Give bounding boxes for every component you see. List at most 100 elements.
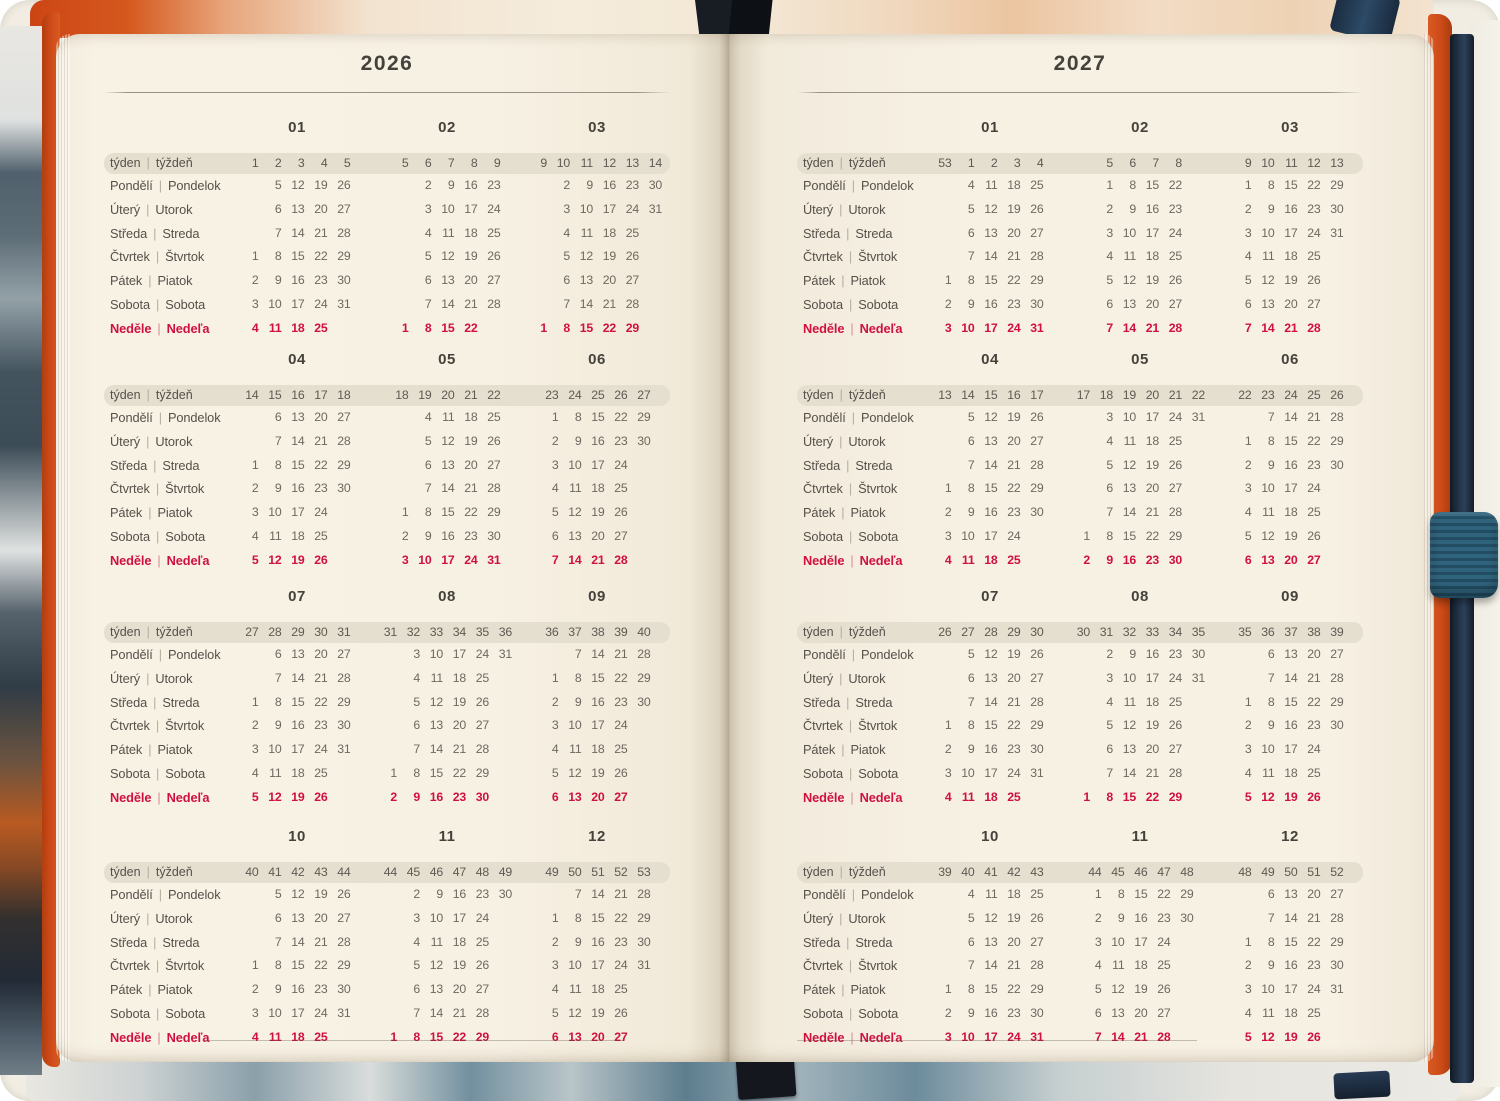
day-label-6: Sobota | Sobota bbox=[803, 762, 914, 786]
date-cell: 10 bbox=[429, 910, 443, 925]
week-number: 35 bbox=[1191, 625, 1205, 639]
week-column: 34 23 24 25 26 27 28 29 bbox=[1163, 622, 1186, 810]
date-cell: 21 bbox=[314, 934, 328, 949]
week-column: 31 2 3 4 5 6 7 8 bbox=[1094, 622, 1117, 810]
date-sunday: 11 bbox=[268, 1029, 282, 1044]
date-cell: 1 bbox=[944, 273, 952, 288]
date-cell: 1 bbox=[1244, 694, 1252, 709]
label-word: týždeň bbox=[155, 156, 193, 170]
label-separator: | bbox=[158, 410, 162, 425]
day-label-4: Čtvrtek | Štvrtok bbox=[110, 954, 221, 978]
label-word: Pondelok bbox=[167, 887, 221, 902]
label-word: Čtvrtek bbox=[110, 481, 150, 497]
date-cell: 27 bbox=[487, 457, 501, 472]
week-column: 11 15 16 17 18 19 20 21 bbox=[1279, 153, 1302, 341]
date-sunday: 3 bbox=[401, 552, 409, 567]
week-column: 34 17 18 19 20 21 22 23 bbox=[447, 622, 470, 810]
label-separator: | bbox=[153, 934, 157, 950]
date-sunday: 7 bbox=[1094, 1029, 1102, 1044]
week-row-background bbox=[104, 862, 670, 883]
label-separator: | bbox=[146, 201, 150, 217]
date-cell bbox=[1071, 430, 1094, 454]
date-cell: 9 bbox=[1267, 201, 1275, 216]
week-number: 53 bbox=[637, 865, 651, 879]
day-label-1: Pondělí | Pondelok bbox=[110, 174, 221, 198]
label-word: Sobota bbox=[858, 765, 899, 781]
date-cell: 6 bbox=[563, 273, 570, 288]
date-cell: 22 bbox=[1168, 178, 1182, 192]
date-cell: 6 bbox=[1106, 742, 1113, 757]
week-number: 1 bbox=[967, 156, 975, 170]
date-cell bbox=[1233, 883, 1256, 907]
date-cell: 12 bbox=[441, 433, 455, 448]
date-cell bbox=[390, 269, 413, 293]
month-2026-09: 09 36 1 2 3 4 5 6 37 7 8 9 10 11 12 13 38 14 15 16 17 18 19 20 3… bbox=[540, 576, 655, 810]
week-columns: 9 1 2 3 4 5 6 7 10 8 9 10 11 12 13 14 11 15 16 17 18 19 20 21 12… bbox=[1233, 153, 1348, 341]
date-cell: 19 bbox=[1284, 528, 1298, 543]
date-sunday: 17 bbox=[984, 1029, 998, 1044]
week-column: 37 7 8 9 10 11 12 13 bbox=[563, 622, 586, 810]
date-cell: 22 bbox=[1007, 481, 1021, 496]
label-separator: | bbox=[155, 958, 160, 974]
date-cell: 8 bbox=[274, 958, 282, 973]
date-sunday: 20 bbox=[591, 1029, 605, 1044]
label-word: Pondelok bbox=[167, 647, 221, 662]
date-cell: 7 bbox=[1106, 505, 1113, 520]
date-cell: 17 bbox=[291, 505, 305, 520]
date-cell: 21 bbox=[614, 887, 628, 901]
date-cell: 23 bbox=[625, 178, 639, 192]
label-separator: | bbox=[155, 765, 160, 781]
label-word: Středa bbox=[110, 694, 148, 710]
day-label-4: Čtvrtek | Štvrtok bbox=[803, 245, 914, 269]
label-separator: | bbox=[850, 1029, 854, 1045]
date-cell: 3 bbox=[1244, 742, 1252, 757]
day-label-column: týden | týždeň Pondělí | Pondelok Úterý | Utorok… bbox=[803, 153, 914, 341]
date-cell bbox=[378, 954, 401, 978]
date-cell: 13 bbox=[1284, 887, 1298, 901]
date-cell: 11 bbox=[985, 887, 998, 901]
calendar-grid-2027: týden | týždeň Pondělí | Pondelok Úterý | Utorok… bbox=[797, 36, 1363, 1058]
label-word: Úterý bbox=[110, 670, 141, 686]
label-word: Štvrtok bbox=[858, 249, 898, 265]
week-column: 52 27 28 29 30 31 bbox=[1325, 862, 1348, 1050]
week-number: 3 bbox=[1013, 156, 1021, 170]
date-cell bbox=[643, 245, 666, 269]
date-cell: 24 bbox=[1168, 410, 1182, 424]
date-cell: 20 bbox=[602, 273, 616, 288]
date-cell: 5 bbox=[274, 887, 282, 901]
label-word: Čtvrtek bbox=[110, 718, 150, 734]
date-cell: 6 bbox=[274, 647, 282, 661]
date-cell bbox=[528, 269, 551, 293]
date-cell: 25 bbox=[475, 670, 489, 685]
date-cell: 30 bbox=[337, 481, 351, 496]
date-cell: 16 bbox=[1145, 647, 1159, 661]
date-cell: 11 bbox=[569, 742, 582, 757]
date-cell: 2 bbox=[1244, 201, 1252, 216]
date-cell: 2 bbox=[251, 481, 259, 496]
date-cell: 22 bbox=[1145, 528, 1159, 543]
label-separator: | bbox=[158, 647, 162, 662]
date-sunday: 13 bbox=[568, 1029, 582, 1044]
week-number: 9 bbox=[493, 156, 501, 170]
day-label-2: Úterý | Utorok bbox=[110, 198, 221, 222]
date-cell: 19 bbox=[464, 433, 478, 448]
date-cell bbox=[1071, 762, 1094, 786]
date-cell: 11 bbox=[1262, 249, 1275, 264]
label-word: Nedeľa bbox=[859, 320, 903, 336]
date-cell: 24 bbox=[1168, 225, 1182, 240]
label-separator: | bbox=[148, 273, 152, 289]
week-number: 28 bbox=[984, 625, 998, 639]
date-cell: 3 bbox=[1094, 934, 1102, 949]
date-cell: 13 bbox=[1111, 1005, 1125, 1020]
week-number: 10 bbox=[1261, 156, 1275, 170]
week-column: 33 16 17 18 19 20 21 22 bbox=[1140, 622, 1163, 810]
date-cell: 9 bbox=[436, 887, 443, 901]
date-cell: 15 bbox=[1122, 528, 1136, 543]
date-cell: 6 bbox=[413, 982, 420, 997]
date-cell: 7 bbox=[274, 670, 282, 685]
date-cell: 28 bbox=[1168, 765, 1182, 780]
date-cell: 29 bbox=[337, 249, 351, 264]
date-cell: 27 bbox=[1168, 296, 1182, 311]
date-cell: 11 bbox=[1262, 765, 1275, 780]
date-sunday: 7 bbox=[1106, 320, 1113, 335]
